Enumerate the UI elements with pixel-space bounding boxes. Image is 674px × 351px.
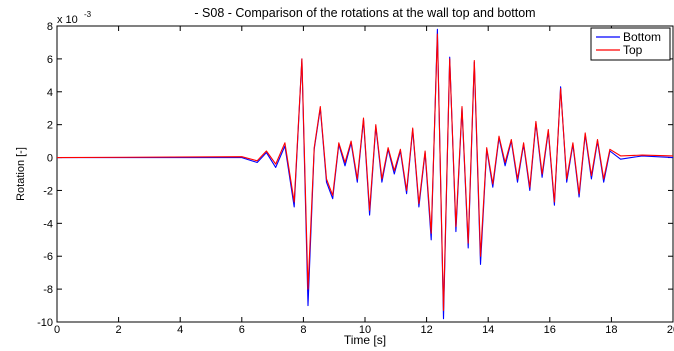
y-exponent-power: -3: [84, 10, 92, 19]
y-tick-label: 6: [47, 54, 53, 66]
y-tick-label: -6: [43, 251, 53, 263]
y-tick-label: 0: [47, 153, 53, 165]
y-axis-label: Rotation [-]: [15, 147, 27, 201]
x-tick-label: 18: [605, 324, 617, 336]
y-exponent-label: x 10 -3: [57, 10, 92, 26]
y-tick-label: 8: [47, 21, 53, 33]
x-tick-label: 8: [300, 324, 306, 336]
series-lines: [56, 28, 674, 320]
legend-label-bottom: Bottom: [623, 30, 661, 44]
chart-title: - S08 - Comparison of the rotations at t…: [194, 6, 535, 20]
legend-box: [590, 27, 671, 61]
x-tick-label: 14: [482, 324, 494, 336]
y-tick-label: -2: [43, 185, 53, 197]
x-tick-label: 6: [239, 324, 245, 336]
y-tick-label: 4: [47, 87, 53, 99]
series-line-top: [56, 33, 674, 312]
y-tick-label: -8: [43, 284, 53, 296]
x-axis-label: Time [s]: [344, 333, 386, 347]
plot-area: [56, 25, 674, 323]
x-tick-label: 2: [116, 324, 122, 336]
x-tick-label: 12: [420, 324, 432, 336]
y-tick-labels: -10 -8 -6 -4 -2 0 2 4 6 8: [37, 21, 53, 329]
y-exponent-base: x 10: [57, 14, 78, 26]
y-tick-label: 2: [47, 120, 53, 132]
x-tick-label: 0: [54, 324, 60, 336]
x-tick-label: 4: [177, 324, 183, 336]
legend-label-top: Top: [623, 43, 643, 57]
x-tick-label: 16: [544, 324, 556, 336]
x-tick-labels: 0 2 4 6 8 10 12 14 16 18 20: [54, 324, 674, 336]
x-tick-label: 10: [359, 324, 371, 336]
x-tick-label: 20: [667, 324, 674, 336]
y-tick-label: -10: [37, 317, 53, 329]
y-tick-label: -4: [43, 218, 53, 230]
